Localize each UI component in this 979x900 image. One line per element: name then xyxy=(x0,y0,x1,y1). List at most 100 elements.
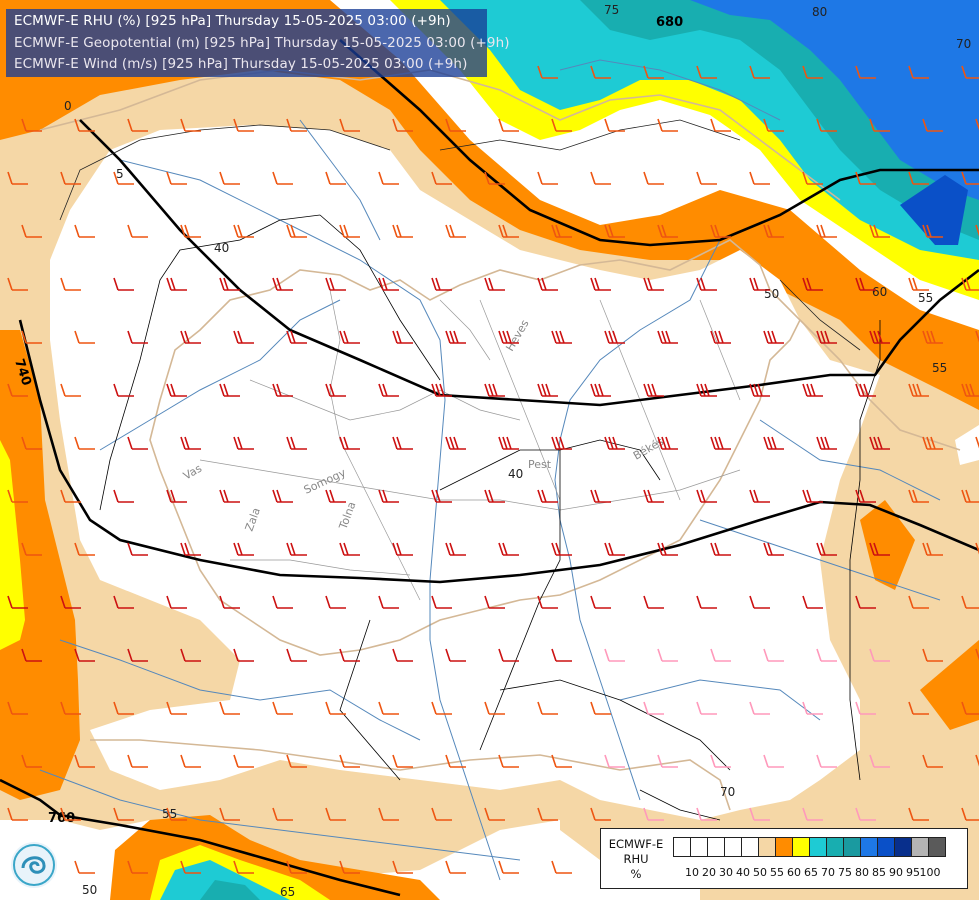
wind-barb-icon xyxy=(445,330,466,344)
wind-barb-icon xyxy=(484,489,505,503)
ecmwf-swirl-icon xyxy=(11,842,57,888)
rhu-band-85-north xyxy=(900,175,968,245)
geopotential-700 xyxy=(79,119,979,407)
wind-barb-icon xyxy=(696,807,717,821)
wind-barb-icon xyxy=(272,701,293,715)
legend-swatch xyxy=(911,837,929,857)
wind-barb-icon xyxy=(325,277,346,291)
wind-barb-icon xyxy=(392,542,413,556)
wind-barb-icon xyxy=(855,383,876,397)
wind-barb-icon xyxy=(710,330,731,344)
wind-barb-icon xyxy=(975,436,979,449)
wind-barb-icon xyxy=(431,171,452,185)
wind-barb-icon xyxy=(431,807,452,821)
wind-barb-icon xyxy=(590,383,611,397)
wind-barb-icon xyxy=(272,807,293,821)
wind-barb-icon xyxy=(855,701,876,715)
wind-barb-icon xyxy=(537,701,558,715)
wind-barb-icon xyxy=(816,648,837,662)
wind-barb-icon xyxy=(233,118,254,132)
wind-barb-icon xyxy=(763,224,784,238)
river-mures xyxy=(699,519,941,601)
wind-barb-icon xyxy=(7,701,28,715)
wind-barb-icon xyxy=(431,277,452,291)
wind-barb-icon xyxy=(643,595,664,609)
wind-barb-icon xyxy=(657,224,678,238)
wind-barb-icon xyxy=(551,224,572,238)
legend-tick-label: 70 xyxy=(821,866,835,879)
wind-barb-icon xyxy=(763,648,784,662)
legend-tick-label: 50 xyxy=(753,866,767,879)
wind-barb-icon xyxy=(551,860,572,874)
wind-barb-icon xyxy=(392,330,413,344)
wind-barb-icon xyxy=(816,436,837,450)
wind-barb-icon xyxy=(802,701,823,715)
rhu-contour-label: 60 xyxy=(872,285,887,299)
border-east xyxy=(799,319,961,451)
wind-barb-icon xyxy=(604,542,625,556)
wind-barb-icon xyxy=(696,171,717,185)
wind-barb-icon xyxy=(749,171,770,185)
wind-barb-icon xyxy=(908,489,929,503)
legend-tick-label: 40 xyxy=(736,866,750,879)
wind-barb-icon xyxy=(816,330,837,344)
wind-barb-icon xyxy=(445,754,466,768)
wind-barb-icon xyxy=(180,754,201,768)
wind-barb-icon xyxy=(696,701,717,715)
wind-barb-icon xyxy=(113,171,134,185)
rhu-contour-label: 0 xyxy=(64,99,72,113)
wind-barb-icon xyxy=(498,436,519,450)
wind-barb-icon xyxy=(498,118,519,132)
wind-barb-icon xyxy=(286,860,307,874)
wind-barb-icon xyxy=(498,648,519,662)
legend-title-variable: RHU xyxy=(623,852,649,866)
wind-barb-icon xyxy=(392,860,413,874)
wind-barb-icon xyxy=(749,701,770,715)
wind-barb-icon xyxy=(166,489,187,503)
rhu-contour-label: 70 xyxy=(956,37,971,51)
wind-barb-icon xyxy=(710,754,731,768)
rhu-band-80-north xyxy=(690,0,979,200)
wind-barb-icon xyxy=(272,489,293,503)
wind-barb-icon xyxy=(378,595,399,609)
wind-barb-icon xyxy=(551,754,572,768)
wind-barb-icon xyxy=(431,701,452,715)
wind-barb-icon xyxy=(392,118,413,132)
wind-barb-icon xyxy=(392,648,413,662)
wind-barb-icon xyxy=(286,330,307,344)
wind-barb-icon xyxy=(21,224,42,238)
wind-barb-icon xyxy=(749,277,770,291)
wind-barb-icon xyxy=(498,224,519,238)
wind-barb-icon xyxy=(869,224,890,238)
wind-barb-icon xyxy=(233,648,254,662)
wind-barb-icon xyxy=(604,436,625,450)
wind-barb-icon xyxy=(21,436,42,450)
wind-barb-icon xyxy=(60,701,81,715)
wind-barb-icon xyxy=(113,277,134,291)
rhu-contour-label: 75 xyxy=(604,3,619,17)
legend-swatch xyxy=(690,837,708,857)
rhu-contour-label-group: 75 80 70 40 50 60 55 55 40 70 55 65 50 5… xyxy=(64,3,971,899)
wind-barb-icon xyxy=(643,489,664,503)
wind-barb-icon xyxy=(590,489,611,503)
wind-barb-icon xyxy=(961,171,979,185)
river-tisza xyxy=(554,239,721,801)
wind-barb-icon xyxy=(922,436,943,450)
wind-barb-icon xyxy=(961,383,979,397)
wind-barb-icon xyxy=(127,436,148,450)
geopotential-label: 760 xyxy=(48,811,75,826)
wind-barb-icon xyxy=(657,118,678,132)
wind-barb-icon xyxy=(763,118,784,132)
legend-swatch xyxy=(758,837,776,857)
wind-barb-icon xyxy=(855,807,876,821)
wind-barb-icon xyxy=(60,383,81,397)
wind-barb-icon xyxy=(961,595,979,609)
wind-barb-icon xyxy=(696,489,717,503)
legend-tick-label: 65 xyxy=(804,866,818,879)
wind-barb-icon xyxy=(961,807,979,821)
wind-barb-icon xyxy=(74,330,95,344)
legend-swatch xyxy=(843,837,861,857)
wind-barb-icon xyxy=(869,330,890,344)
